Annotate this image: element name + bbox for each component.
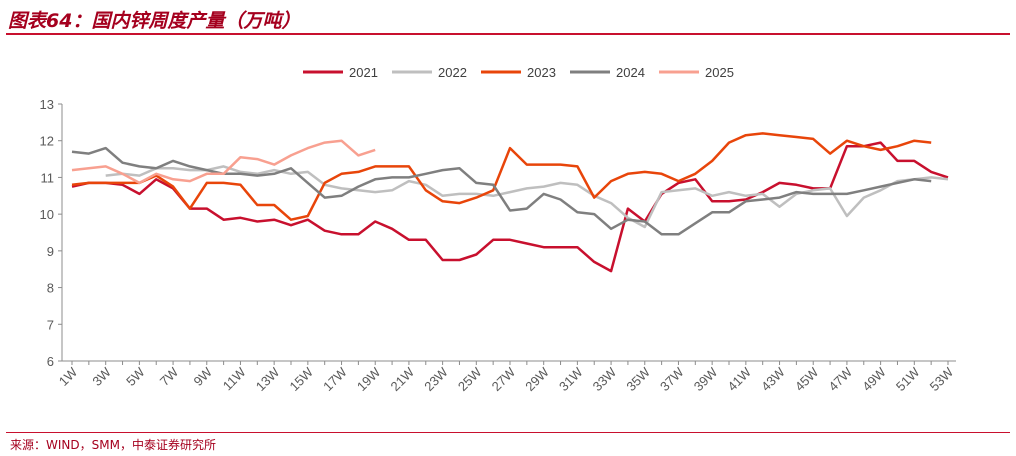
x-tick-label: 27W (489, 364, 519, 394)
x-tick-label: 37W (657, 364, 687, 394)
x-tick-label: 7W (157, 364, 182, 389)
x-tick-label: 45W (792, 364, 822, 394)
series-lines (71, 132, 949, 273)
series-line-2024 (71, 146, 932, 236)
legend-label-2024: 2024 (616, 65, 645, 80)
y-tick-label: 10 (40, 207, 54, 222)
legend-label-2022: 2022 (438, 65, 467, 80)
series-line-2022 (105, 165, 949, 229)
series-line-2023 (71, 132, 932, 221)
chart-title: 图表64：国内锌周度产量（万吨） (8, 10, 301, 32)
x-tick-label: 11W (220, 364, 249, 393)
x-tick-label: 19W (354, 364, 384, 394)
y-tick-label: 12 (40, 134, 54, 149)
x-tick-label: 25W (455, 364, 485, 394)
x-tick-label: 9W (190, 364, 215, 389)
x-tick-label: 51W (893, 364, 923, 394)
title-divider (6, 33, 1010, 35)
legend-label-2021: 2021 (349, 65, 378, 80)
x-tick-label: 49W (859, 364, 889, 394)
series-line-2021 (71, 141, 949, 273)
y-tick-label: 8 (47, 281, 54, 296)
x-tick-label: 39W (691, 364, 721, 394)
axes: 6 7 8 9 10 11 12 13 1W 3W 5W 7W 9W 11W 13W 15W 17W 19W 21W… (40, 97, 957, 394)
legend: 2021 2022 2023 2024 2025 (303, 65, 734, 80)
x-tick-label: 13W (253, 364, 283, 394)
source-note: 来源：WIND，SMM，中泰证券研究所 (10, 438, 216, 452)
x-tick-label: 31W (556, 364, 586, 394)
x-tick-label: 1W (56, 364, 81, 389)
legend-label-2023: 2023 (527, 65, 556, 80)
x-tick-label: 3W (89, 364, 114, 389)
x-tick-label: 21W (388, 364, 418, 394)
x-tick-label: 29W (522, 364, 552, 394)
y-tick-label: 13 (40, 97, 54, 112)
x-tick-label: 35W (623, 364, 653, 394)
x-tick-label: 17W (320, 364, 350, 394)
y-tick-label: 6 (47, 354, 54, 369)
x-tick-label: 47W (826, 364, 856, 394)
x-tick-label: 23W (421, 364, 451, 394)
legend-label-2025: 2025 (705, 65, 734, 80)
y-tick-label: 7 (47, 317, 54, 332)
x-tick-label: 41W (724, 364, 754, 394)
y-tick-label: 11 (41, 170, 55, 185)
x-tick-label: 15W (286, 364, 316, 394)
series-line-2025 (71, 139, 376, 185)
x-tick-label: 5W (123, 364, 148, 389)
x-tick-label: 53W (927, 364, 957, 394)
x-tick-label: 33W (590, 364, 620, 394)
x-tick-label: 43W (758, 364, 788, 394)
source-divider (6, 432, 1010, 433)
y-tick-label: 9 (47, 244, 54, 259)
